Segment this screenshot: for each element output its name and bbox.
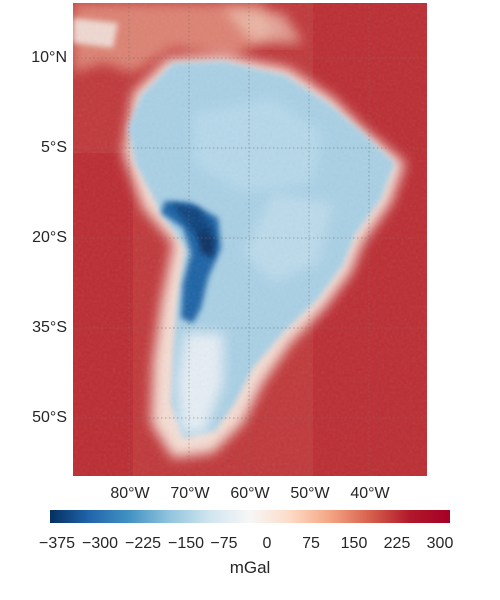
colorbar-tick: −300 xyxy=(81,535,119,552)
gravity-anomaly-map xyxy=(73,3,427,476)
colorbar-unit-label: mGal xyxy=(229,558,271,577)
colorbar-tick: 225 xyxy=(383,535,411,552)
lon-label-70w: 70°W xyxy=(170,485,210,502)
colorbar-gradient xyxy=(50,510,450,523)
colorbar-tick: −225 xyxy=(124,535,162,552)
lat-label-50s: 50°S xyxy=(32,409,67,426)
colorbar-tick: 300 xyxy=(426,535,454,552)
colorbar-tick: −150 xyxy=(167,535,205,552)
lat-label-35s: 35°S xyxy=(32,319,67,336)
lat-label-10n: 10°N xyxy=(31,49,67,66)
map-gridlines xyxy=(73,3,427,476)
colorbar-tick: 75 xyxy=(302,535,320,552)
lon-label-80w: 80°W xyxy=(110,485,150,502)
colorbar-tick: −75 xyxy=(210,535,238,552)
colorbar xyxy=(50,510,450,523)
lon-label-60w: 60°W xyxy=(230,485,270,502)
lon-label-50w: 50°W xyxy=(290,485,330,502)
lat-label-20s: 20°S xyxy=(32,229,67,246)
colorbar-tick: −375 xyxy=(38,535,76,552)
lon-label-40w: 40°W xyxy=(350,485,390,502)
lat-label-5s: 5°S xyxy=(41,139,67,156)
colorbar-tick: 0 xyxy=(262,535,272,552)
colorbar-tick: 150 xyxy=(340,535,368,552)
